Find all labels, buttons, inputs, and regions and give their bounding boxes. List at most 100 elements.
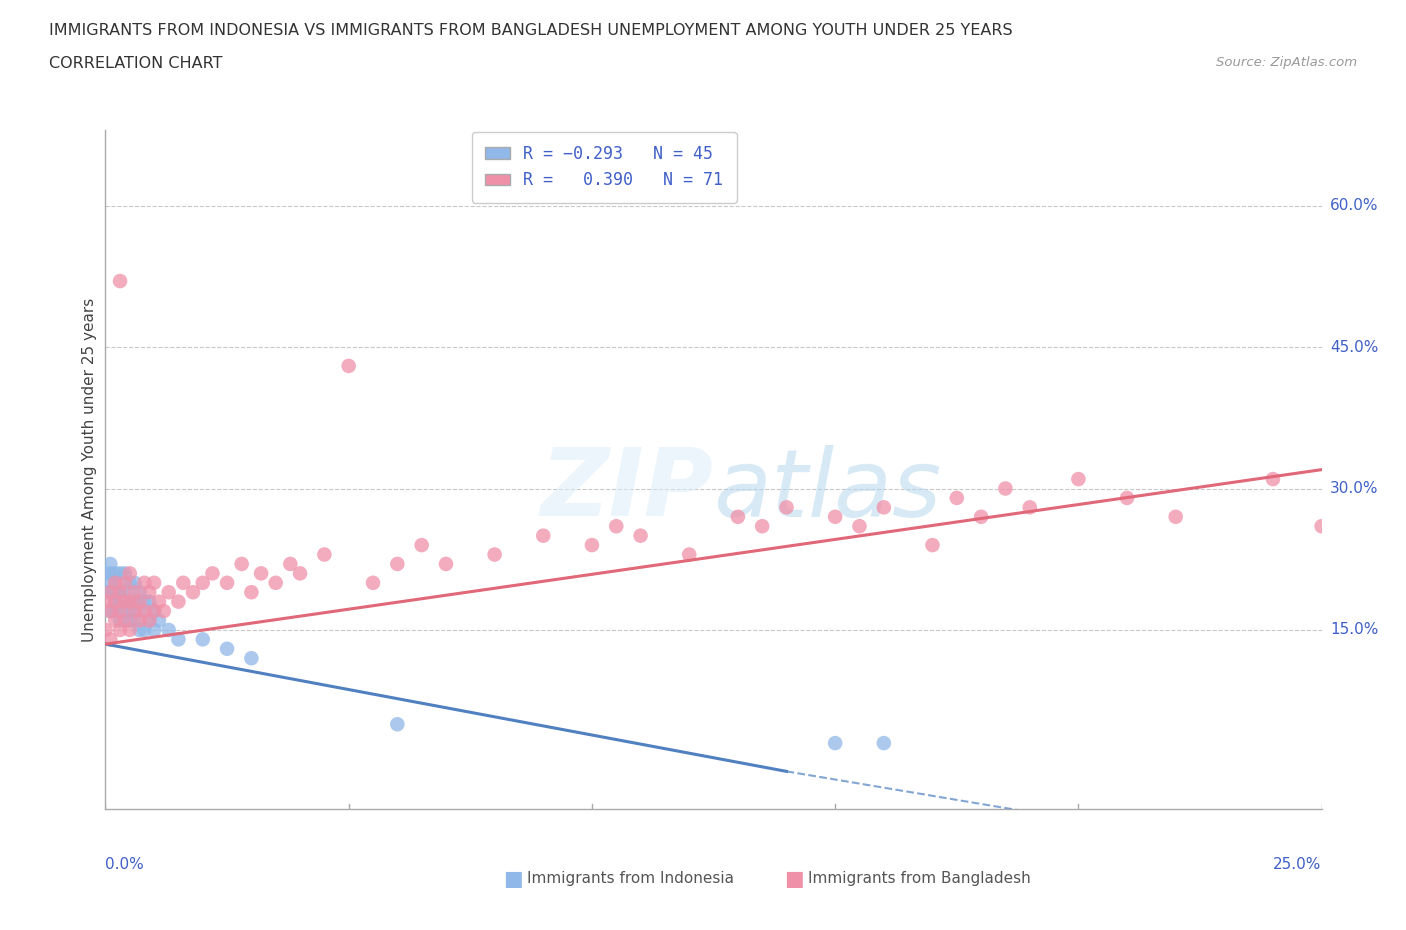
Text: ZIP: ZIP bbox=[541, 444, 713, 536]
Point bbox=[104, 594, 127, 609]
Point bbox=[143, 622, 166, 637]
Point bbox=[605, 519, 627, 534]
Point bbox=[108, 604, 131, 618]
Point bbox=[751, 519, 773, 534]
Point bbox=[1261, 472, 1284, 486]
Point bbox=[945, 490, 967, 505]
Point bbox=[167, 632, 190, 647]
Point bbox=[98, 585, 121, 600]
Point bbox=[108, 585, 131, 600]
Point bbox=[148, 613, 170, 628]
Text: 60.0%: 60.0% bbox=[1330, 198, 1378, 213]
Point bbox=[231, 556, 253, 571]
Text: atlas: atlas bbox=[713, 445, 942, 536]
Point bbox=[108, 622, 131, 637]
Point bbox=[143, 604, 166, 618]
Point bbox=[98, 632, 121, 647]
Point bbox=[108, 613, 131, 628]
Point bbox=[138, 594, 160, 609]
Point bbox=[104, 576, 127, 591]
Point bbox=[94, 622, 117, 637]
Point bbox=[278, 556, 301, 571]
Text: 30.0%: 30.0% bbox=[1330, 481, 1378, 496]
Text: ■: ■ bbox=[785, 869, 804, 889]
Point bbox=[124, 585, 146, 600]
Point bbox=[153, 604, 176, 618]
Point bbox=[108, 273, 131, 288]
Point bbox=[824, 510, 846, 525]
Point bbox=[994, 481, 1017, 496]
Point bbox=[124, 594, 146, 609]
Point bbox=[1310, 519, 1333, 534]
Point bbox=[434, 556, 457, 571]
Point bbox=[387, 556, 409, 571]
Point bbox=[873, 736, 896, 751]
Point bbox=[104, 566, 127, 581]
Point bbox=[114, 566, 136, 581]
Point bbox=[104, 594, 127, 609]
Point bbox=[98, 604, 121, 618]
Text: 25.0%: 25.0% bbox=[1274, 857, 1322, 871]
Point bbox=[824, 736, 846, 751]
Point bbox=[94, 566, 117, 581]
Point bbox=[104, 585, 127, 600]
Point bbox=[114, 613, 136, 628]
Point bbox=[114, 576, 136, 591]
Text: 15.0%: 15.0% bbox=[1330, 622, 1378, 637]
Point bbox=[848, 519, 870, 534]
Point bbox=[124, 604, 146, 618]
Point bbox=[157, 622, 180, 637]
Text: ■: ■ bbox=[503, 869, 523, 889]
Point bbox=[118, 594, 141, 609]
Point bbox=[191, 632, 214, 647]
Point bbox=[361, 576, 384, 591]
Point bbox=[411, 538, 433, 552]
Point bbox=[387, 717, 409, 732]
Point bbox=[191, 576, 214, 591]
Point bbox=[143, 576, 166, 591]
Point bbox=[484, 547, 506, 562]
Point bbox=[157, 585, 180, 600]
Point bbox=[581, 538, 603, 552]
Point bbox=[921, 538, 943, 552]
Point bbox=[128, 604, 150, 618]
Point bbox=[98, 604, 121, 618]
Point bbox=[114, 594, 136, 609]
Point bbox=[138, 613, 160, 628]
Point bbox=[134, 576, 156, 591]
Point bbox=[873, 500, 896, 515]
Point bbox=[108, 585, 131, 600]
Point bbox=[201, 566, 224, 581]
Text: Source: ZipAtlas.com: Source: ZipAtlas.com bbox=[1216, 56, 1357, 69]
Point bbox=[531, 528, 554, 543]
Text: 45.0%: 45.0% bbox=[1330, 339, 1378, 354]
Point bbox=[167, 594, 190, 609]
Legend: R = −0.293   N = 45, R =   0.390   N = 71: R = −0.293 N = 45, R = 0.390 N = 71 bbox=[471, 132, 737, 203]
Point bbox=[104, 576, 127, 591]
Point bbox=[970, 510, 993, 525]
Point bbox=[775, 500, 797, 515]
Point bbox=[94, 594, 117, 609]
Point bbox=[264, 576, 287, 591]
Point bbox=[250, 566, 273, 581]
Point bbox=[118, 604, 141, 618]
Point bbox=[104, 604, 127, 618]
Point bbox=[98, 566, 121, 581]
Point bbox=[240, 651, 263, 666]
Point bbox=[727, 510, 749, 525]
Point bbox=[314, 547, 336, 562]
Point bbox=[118, 594, 141, 609]
Point bbox=[128, 594, 150, 609]
Point bbox=[1116, 490, 1139, 505]
Point bbox=[128, 585, 150, 600]
Point bbox=[630, 528, 652, 543]
Point bbox=[172, 576, 194, 591]
Point bbox=[128, 622, 150, 637]
Point bbox=[108, 566, 131, 581]
Point bbox=[678, 547, 700, 562]
Point bbox=[118, 566, 141, 581]
Point bbox=[134, 622, 156, 637]
Point bbox=[217, 576, 239, 591]
Point bbox=[118, 622, 141, 637]
Point bbox=[138, 613, 160, 628]
